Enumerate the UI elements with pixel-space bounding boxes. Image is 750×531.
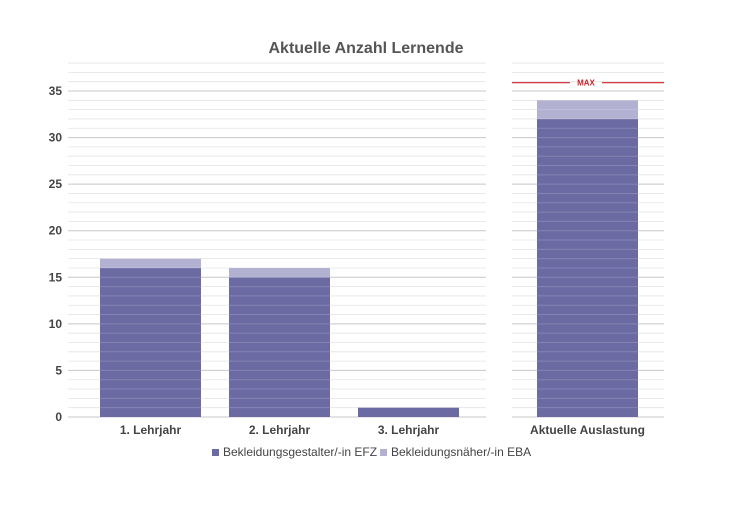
bar-segment-efz <box>100 267 201 417</box>
bar-segment-eba <box>100 258 201 268</box>
max-line: MAX <box>512 79 664 88</box>
y-tick-label: 10 <box>49 317 63 331</box>
x-tick-label: 3. Lehrjahr <box>378 423 440 437</box>
bar-segment-efz <box>358 407 459 417</box>
y-tick-label: 5 <box>55 363 62 377</box>
x-tick-label: Aktuelle Auslastung <box>530 423 645 437</box>
y-tick-label: 35 <box>49 84 63 98</box>
bars <box>100 100 638 417</box>
x-tick-label: 1. Lehrjahr <box>120 423 182 437</box>
chart-title: Aktuelle Anzahl Lernende <box>269 40 464 57</box>
bar-segment-efz <box>537 118 638 417</box>
bar-segment-efz <box>229 277 330 417</box>
bar-segment-eba <box>537 100 638 119</box>
legend-label: Bekleidungsgestalter/-in EFZ <box>223 445 377 459</box>
legend-label: Bekleidungsnäher/-in EBA <box>391 445 531 459</box>
y-tick-label: 20 <box>49 224 63 238</box>
y-tick-label: 25 <box>49 177 63 191</box>
y-axis: 0 5 10 15 20 25 30 35 <box>49 84 63 424</box>
legend-swatch <box>212 449 219 456</box>
x-tick-label: 2. Lehrjahr <box>249 423 311 437</box>
legend-swatch <box>380 449 387 456</box>
x-axis: 1. Lehrjahr 2. Lehrjahr 3. Lehrjahr Aktuell… <box>120 423 645 437</box>
y-tick-label: 15 <box>49 270 63 284</box>
legend: Bekleidungsgestalter/-in EFZ Bekleidungsn… <box>212 445 531 459</box>
bar-segment-eba <box>229 267 330 278</box>
y-tick-label: 30 <box>49 131 63 145</box>
max-label: MAX <box>577 79 595 88</box>
y-tick-label: 0 <box>55 410 62 424</box>
